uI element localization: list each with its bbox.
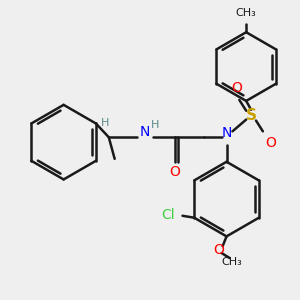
Text: N: N	[221, 126, 232, 140]
Text: O: O	[265, 136, 276, 150]
Text: S: S	[246, 108, 256, 123]
Text: H: H	[101, 118, 109, 128]
Text: O: O	[213, 243, 224, 257]
Text: CH₃: CH₃	[221, 257, 242, 267]
Text: H: H	[151, 121, 159, 130]
Text: O: O	[231, 81, 242, 95]
Text: N: N	[140, 125, 150, 139]
Text: O: O	[169, 165, 180, 178]
Text: CH₃: CH₃	[236, 8, 256, 19]
Text: Cl: Cl	[161, 208, 175, 222]
